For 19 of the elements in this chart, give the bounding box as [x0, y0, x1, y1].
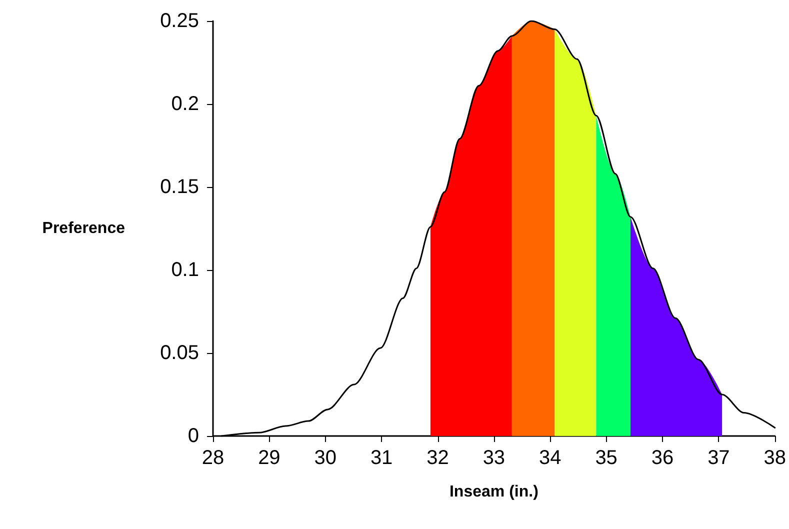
x-tick-label: 33: [482, 447, 506, 469]
x-tick-label: 30: [314, 447, 336, 469]
y-tick-label: 0: [188, 425, 199, 447]
y-tick-label: 0.15: [160, 176, 199, 198]
x-tick-label: 37: [708, 447, 730, 469]
x-tick-label: 34: [539, 447, 562, 469]
x-axis-title: Inseam (in.): [449, 484, 538, 500]
x-tick-label: 31: [370, 447, 393, 469]
x-tick-label: 35: [595, 447, 618, 469]
x-tick-label: 38: [764, 447, 786, 469]
y-tick-label: 0.05: [160, 342, 199, 364]
x-tick-label: 32: [426, 447, 449, 469]
x-tick-label: 36: [651, 447, 674, 469]
y-axis-title: Preference: [42, 220, 126, 237]
y-tick-label: 0.1: [171, 259, 199, 281]
y-tick-label: 0.25: [160, 10, 199, 32]
x-tick-label: 29: [258, 447, 280, 469]
x-tick-label: 28: [202, 447, 224, 469]
y-tick-label: 0.2: [171, 93, 199, 115]
